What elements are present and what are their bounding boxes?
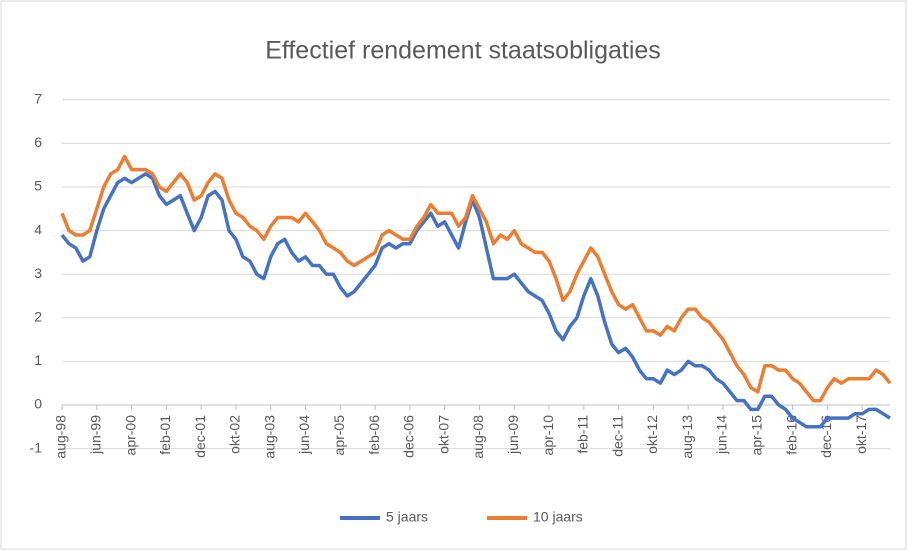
series-line: [60, 154, 892, 403]
x-tick-label: jun-04: [296, 415, 312, 455]
x-tick-label: feb-06: [366, 415, 382, 455]
y-tick-label: 4: [34, 221, 42, 237]
x-tick-label: apr-15: [749, 415, 765, 456]
x-tick-label: dec-06: [401, 415, 417, 458]
series-line: [60, 172, 891, 429]
y-tick-label: 7: [34, 91, 42, 107]
y-tick-label: -1: [30, 439, 43, 455]
x-tick-label: jun-14: [714, 415, 730, 455]
legend-label: 10 jaars: [533, 509, 583, 525]
x-tick-label: dec-01: [192, 415, 208, 458]
x-tick-label: apr-05: [331, 415, 347, 456]
y-tick-label: 1: [34, 352, 42, 368]
x-tick-label: aug-98: [53, 415, 69, 459]
chart-title: Effectief rendement staatsobligaties: [265, 37, 661, 65]
y-tick-label: 5: [34, 178, 42, 194]
x-tick-label: okt-17: [853, 415, 869, 454]
x-tick-label: dec-11: [609, 415, 625, 457]
x-tick-label: okt-02: [227, 415, 243, 454]
y-tick-label: 3: [34, 265, 42, 281]
x-tick-label: feb-11: [575, 415, 591, 454]
x-tick-label: jun-09: [505, 415, 521, 455]
y-tick-label: 2: [34, 309, 42, 325]
x-tick-label: feb-16: [783, 415, 799, 455]
x-tick-label: okt-12: [644, 415, 660, 454]
x-tick-label: apr-00: [122, 415, 138, 456]
x-tick-label: aug-08: [470, 415, 486, 459]
x-tick-label: apr-10: [540, 415, 556, 456]
x-tick-label: okt-07: [435, 415, 451, 454]
x-tick-label: feb-01: [157, 415, 173, 455]
x-tick-label: jun-99: [87, 415, 103, 455]
y-tick-label: 6: [34, 134, 42, 150]
y-tick-label: 0: [34, 396, 42, 412]
x-tick-label: aug-03: [261, 415, 277, 459]
legend-label: 5 jaars: [386, 509, 428, 525]
x-tick-label: aug-13: [679, 415, 695, 459]
